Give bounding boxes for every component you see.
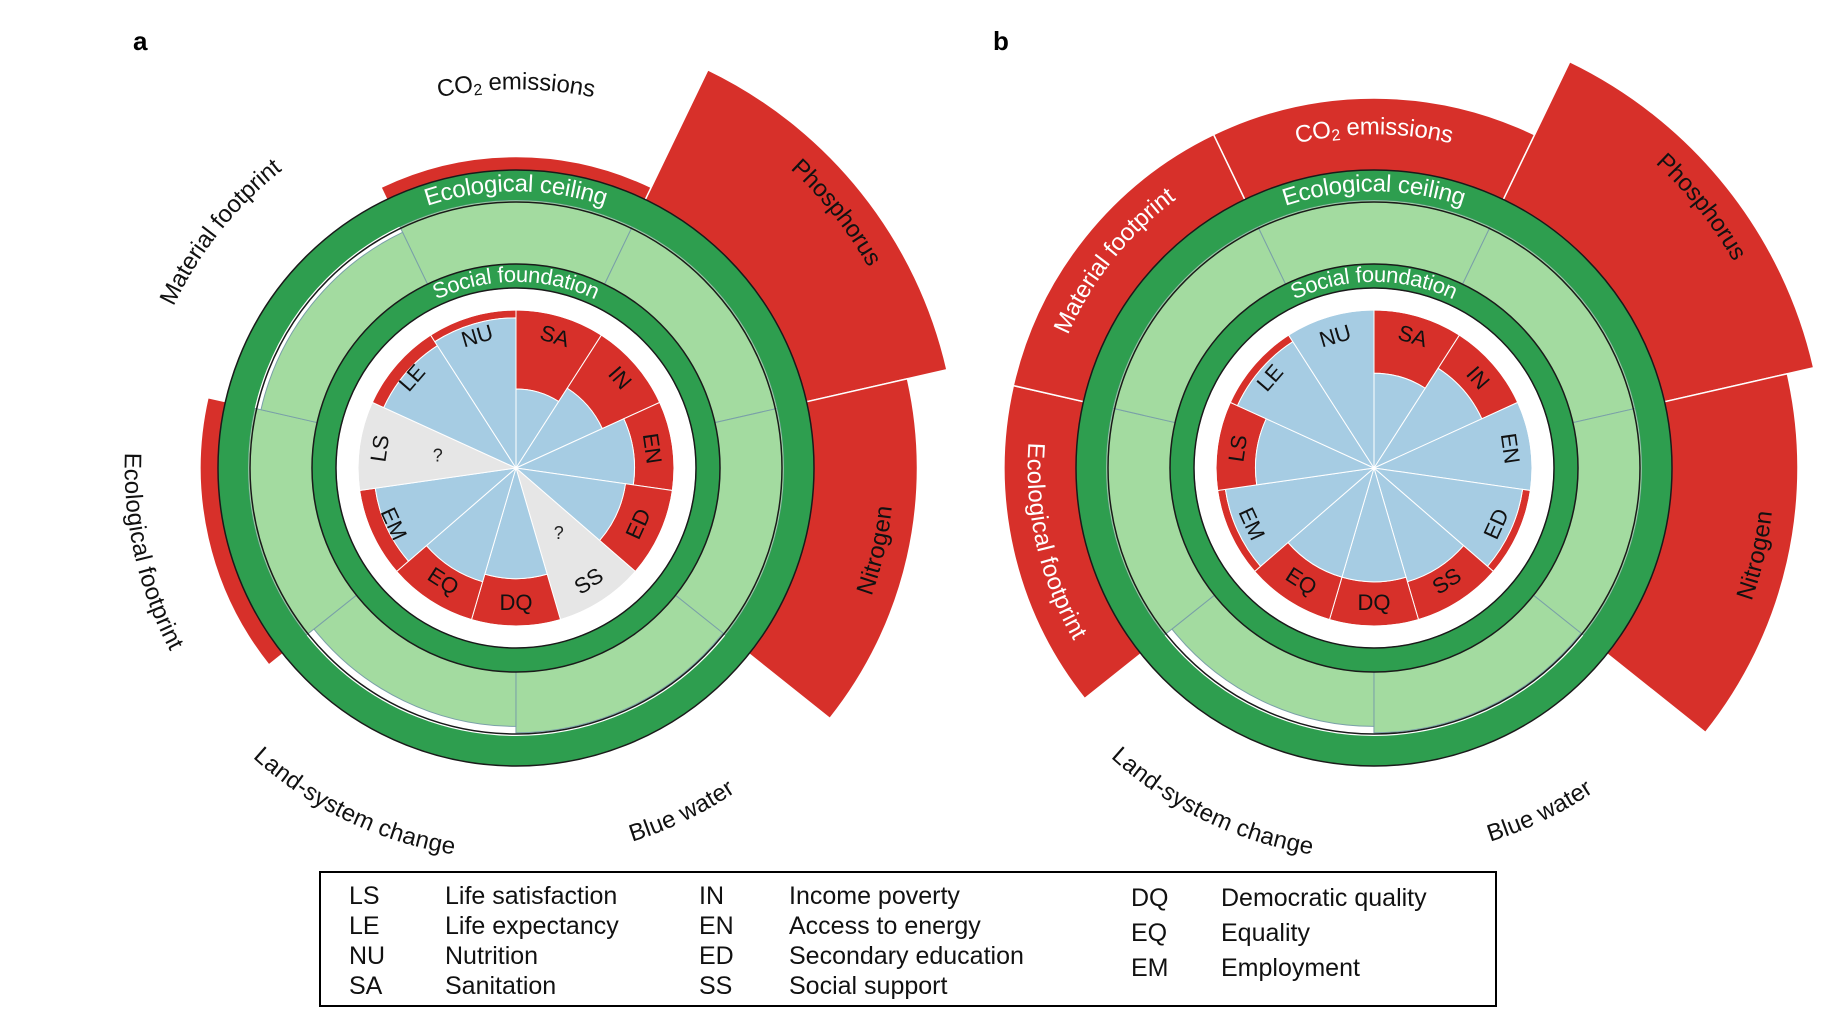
- ceiling-outer-edge: [1075, 169, 1673, 767]
- social-code-label: EN: [1496, 432, 1525, 466]
- legend-name: Social support: [789, 972, 948, 1000]
- legend-abbr: EN: [699, 912, 734, 940]
- missing-data-mark: ?: [433, 446, 443, 466]
- social-wedge: [1236, 341, 1376, 470]
- social-wedge: [1372, 467, 1524, 568]
- legend-name: Income poverty: [789, 882, 960, 910]
- foundation-inner-edge: [1193, 287, 1555, 649]
- social-code-label: LS: [1223, 433, 1252, 463]
- legend-name: Nutrition: [445, 942, 539, 970]
- legend-name: Secondary education: [789, 942, 1024, 970]
- legend-name: Life satisfaction: [445, 882, 618, 910]
- ecological-dimension-label: Land-system change: [1107, 742, 1316, 861]
- ecological-dimension-label: CO2 emissions: [435, 68, 598, 103]
- ecological-dimension-label: Blue water: [626, 774, 739, 847]
- social-wedge: [1224, 467, 1376, 568]
- ceiling-inner-edge: [1107, 201, 1641, 735]
- legend-abbr: DQ: [1131, 884, 1169, 912]
- legend-abbr: IN: [699, 882, 724, 910]
- legend-abbr: NU: [349, 942, 386, 970]
- legend-name: Employment: [1221, 954, 1360, 982]
- missing-data-mark: ?: [554, 523, 564, 543]
- ceiling-inner-edge: [249, 201, 783, 735]
- social-edge: [1215, 309, 1533, 627]
- ecological-ceiling-ring: [1076, 170, 1672, 766]
- ecological-dimension-label: Material footprint: [155, 153, 287, 309]
- social-code-label: EN: [638, 432, 667, 466]
- social-foundation-ring: [1170, 264, 1578, 672]
- panel-b-letter: b: [993, 26, 1009, 56]
- social-wedge: [383, 345, 518, 470]
- legend-name: Sanitation: [445, 972, 557, 1000]
- panel-a-letter: a: [133, 26, 148, 56]
- social-code-label: LS: [365, 433, 394, 463]
- social-foundation-ring: [312, 264, 720, 672]
- legend-abbr: SA: [349, 972, 383, 1000]
- legend-abbr: EQ: [1131, 919, 1168, 947]
- legend-abbr: LS: [349, 882, 380, 910]
- ecological-ceiling-ring: [218, 170, 814, 766]
- legend-name: Democratic quality: [1221, 884, 1427, 912]
- legend-name: Equality: [1221, 919, 1310, 947]
- legend-abbr: LE: [349, 912, 380, 940]
- social-code-label: DQ: [500, 590, 533, 615]
- ecological-dimension-label: Ecological footprint: [119, 453, 189, 655]
- legend-name: Life expectancy: [445, 912, 619, 940]
- social-code-label: DQ: [1358, 590, 1391, 615]
- foundation-inner-edge: [335, 287, 697, 649]
- social-wedge: [434, 317, 517, 470]
- legend-abbr: ED: [699, 942, 734, 970]
- social-edge: [357, 309, 675, 627]
- foundation-outer-edge: [1169, 263, 1579, 673]
- social-wedge: [374, 467, 518, 562]
- legend-name: Access to energy: [789, 912, 981, 940]
- ecological-dimension-label: Blue water: [1484, 774, 1597, 847]
- ceiling-outer-edge: [217, 169, 815, 767]
- ecological-dimension-label: Land-system change: [249, 742, 458, 861]
- legend-box: LS Life satisfaction LE Life expectancy …: [319, 871, 1497, 1007]
- legend-abbr: SS: [699, 972, 733, 1000]
- legend-abbr: EM: [1131, 954, 1169, 982]
- foundation-outer-edge: [311, 263, 721, 673]
